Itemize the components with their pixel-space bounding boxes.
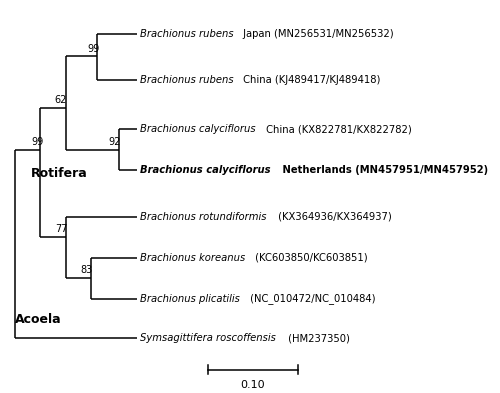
Text: China (KX822781/KX822782): China (KX822781/KX822782) — [264, 124, 412, 134]
Text: Brachionus rubens: Brachionus rubens — [140, 75, 234, 85]
Text: Brachionus koreanus: Brachionus koreanus — [140, 253, 245, 263]
Text: China (KJ489417/KJ489418): China (KJ489417/KJ489418) — [240, 75, 380, 85]
Text: 0.10: 0.10 — [240, 380, 266, 391]
Text: Japan (MN256531/MN256532): Japan (MN256531/MN256532) — [240, 29, 394, 39]
Text: Brachionus rotundiformis: Brachionus rotundiformis — [140, 211, 266, 222]
Text: Brachionus calyciflorus: Brachionus calyciflorus — [140, 165, 270, 175]
Text: (KC603850/KC603851): (KC603850/KC603851) — [252, 253, 368, 263]
Text: 99: 99 — [88, 44, 100, 54]
Text: Brachionus calyciflorus: Brachionus calyciflorus — [140, 124, 256, 134]
Text: 83: 83 — [80, 265, 92, 275]
Text: 62: 62 — [55, 95, 67, 105]
Text: 92: 92 — [108, 137, 121, 147]
Text: Brachionus rubens: Brachionus rubens — [140, 29, 234, 39]
Text: 77: 77 — [55, 224, 68, 234]
Text: Netherlands (MN457951/MN457952): Netherlands (MN457951/MN457952) — [280, 165, 488, 175]
Text: (KX364936/KX364937): (KX364936/KX364937) — [275, 211, 392, 222]
Text: Symsagittifera roscoffensis: Symsagittifera roscoffensis — [140, 333, 276, 343]
Text: Acoela: Acoela — [14, 313, 61, 326]
Text: (HM237350): (HM237350) — [285, 333, 350, 343]
Text: (NC_010472/NC_010484): (NC_010472/NC_010484) — [246, 293, 375, 304]
Text: Rotifera: Rotifera — [31, 167, 88, 180]
Text: 99: 99 — [31, 137, 44, 147]
Text: Brachionus plicatilis: Brachionus plicatilis — [140, 294, 240, 304]
